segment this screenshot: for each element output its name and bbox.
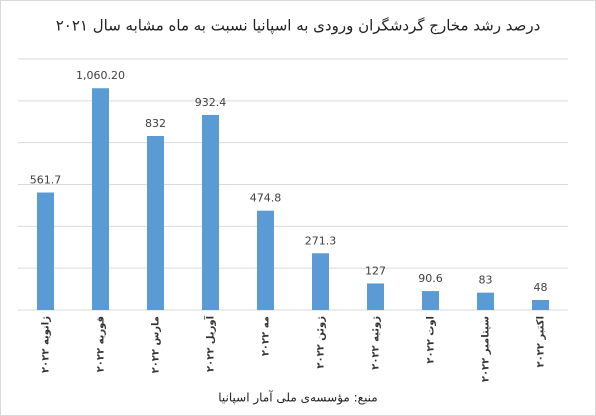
bar bbox=[477, 292, 494, 310]
x-tick-label: فوریه ۲۰۲۲ bbox=[96, 316, 107, 372]
value-label: 48 bbox=[534, 281, 548, 294]
x-tick-label: ژوئن ۲۰۲۲ bbox=[316, 316, 327, 369]
value-label: 832 bbox=[145, 117, 166, 130]
value-label: 271.3 bbox=[305, 234, 337, 247]
bar bbox=[37, 192, 54, 310]
value-label: 474.8 bbox=[250, 192, 282, 205]
x-tick-label: آوریل ۲۰۲۲ bbox=[204, 315, 217, 372]
bar bbox=[257, 210, 274, 310]
bar bbox=[312, 253, 329, 310]
bar bbox=[422, 291, 439, 310]
source-note: منبع: مؤسسه‌ی ملی آمار اسپانیا bbox=[218, 390, 377, 406]
bar bbox=[202, 114, 219, 311]
value-label: 1,060.20 bbox=[76, 69, 125, 82]
value-label: 932.4 bbox=[195, 96, 227, 109]
value-label: 90.6 bbox=[418, 272, 443, 285]
value-label: 83 bbox=[479, 274, 493, 287]
x-tick-label: سپتامبر ۲۰۲۲ bbox=[481, 316, 492, 382]
x-tick-label: اکتبر ۲۰۲۲ bbox=[536, 316, 547, 368]
chart-title: درصد رشد مخارج گردشگران ورودی به اسپانیا… bbox=[56, 17, 541, 36]
bar bbox=[367, 283, 384, 310]
value-label: 127 bbox=[365, 264, 386, 277]
bar bbox=[532, 299, 549, 310]
x-tick-label: مارس ۲۰۲۲ bbox=[151, 316, 162, 373]
value-label: 561.7 bbox=[30, 174, 62, 187]
bar bbox=[92, 88, 109, 310]
x-tick-label: مه ۲۰۲۲ bbox=[261, 316, 272, 356]
bar bbox=[147, 135, 164, 310]
x-tick-label: اوت ۲۰۲۲ bbox=[426, 316, 437, 364]
x-tick-label: ژانویه ۲۰۲۲ bbox=[41, 316, 52, 373]
x-tick-label: ژوئیه ۲۰۲۲ bbox=[371, 316, 382, 370]
